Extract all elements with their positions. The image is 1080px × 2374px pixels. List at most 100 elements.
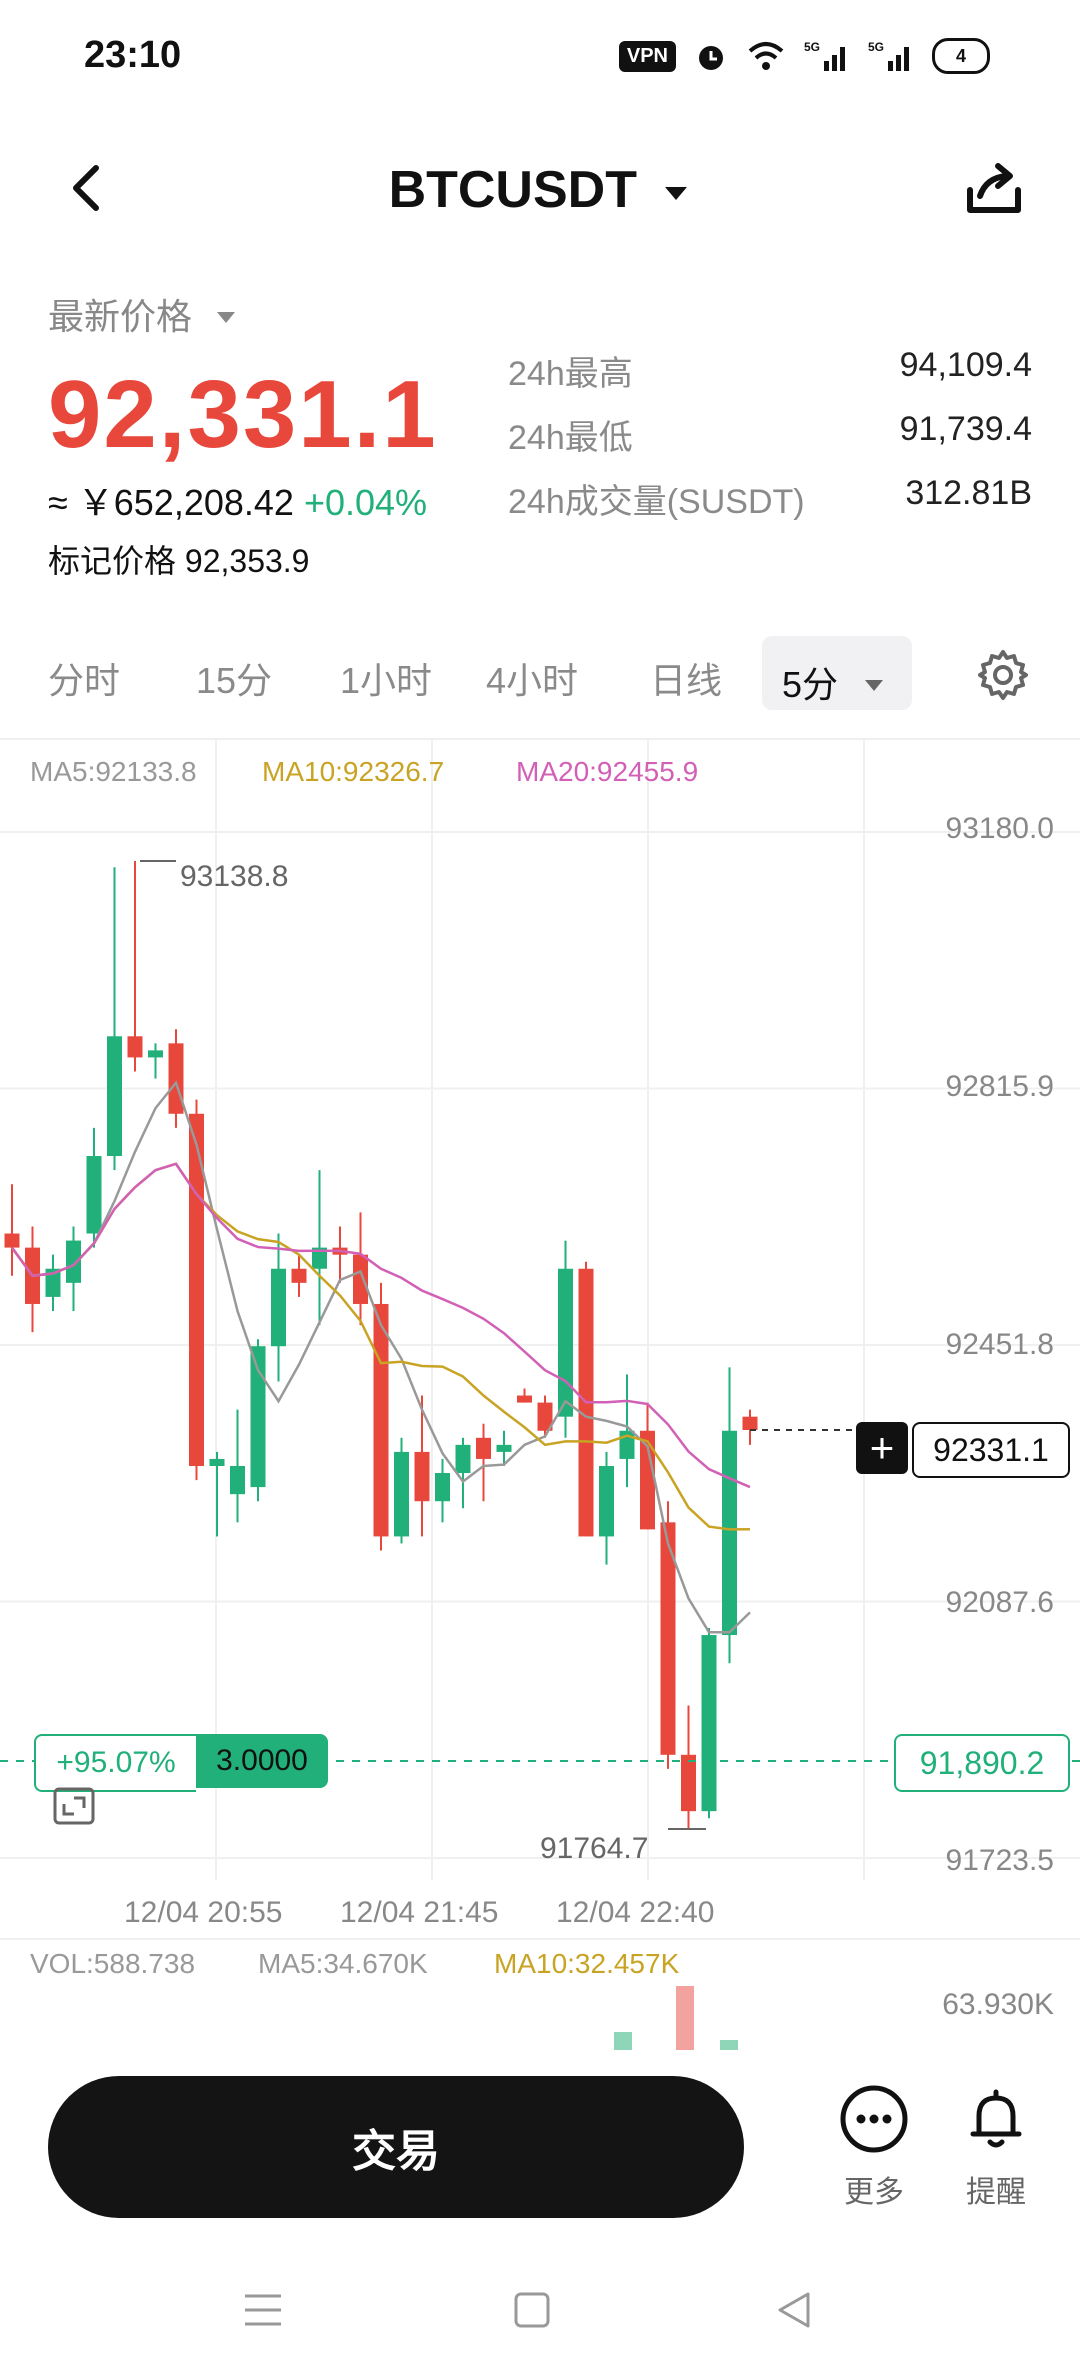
candle-body <box>373 1303 389 1537</box>
volume-indicator: VOL:588.738 <box>30 1948 196 1979</box>
stat-value-high: 94,109.4 <box>899 346 1032 384</box>
tab-5m-label: 5分 <box>782 656 886 708</box>
tab-5m-selected[interactable] <box>762 636 912 710</box>
candle-body <box>414 1451 430 1502</box>
interval-tabs: 分时 15分 1小时 4小时 日线 <box>0 632 1080 722</box>
share-icon[interactable] <box>962 156 1026 220</box>
candle-body <box>189 1113 204 1466</box>
low-marker-label: 91764.7 <box>540 1832 649 1865</box>
candle-body <box>435 1473 450 1502</box>
high-marker-label: 93138.8 <box>180 860 289 893</box>
x-tick-2: 12/04 21:45 <box>340 1896 499 1929</box>
wifi-icon <box>748 42 784 70</box>
candle-body <box>701 1635 717 1812</box>
more-dots-icon <box>840 2085 908 2153</box>
position-quantity[interactable]: 3.0000 <box>196 1734 328 1788</box>
latest-price-selector[interactable]: 最新价格 <box>48 288 238 340</box>
mark-price-value: 92,353.9 <box>184 543 310 579</box>
symbol-selector[interactable]: BTCUSDT <box>0 160 1080 220</box>
candle-body <box>394 1451 409 1537</box>
ma5-indicator: MA5:92133.8 <box>30 756 197 787</box>
candle-body <box>148 1050 163 1058</box>
status-time: 23:10 <box>84 34 182 76</box>
bell-icon <box>970 2089 1022 2148</box>
volume-ma10-indicator: MA10:32.457K <box>494 1948 680 1979</box>
vpn-badge: VPN <box>618 40 676 72</box>
status-icons: VPN 5G 5G 4 <box>618 38 990 74</box>
y-tick-1: 93180.0 <box>945 812 1054 845</box>
back-arrow-icon[interactable] <box>64 160 108 216</box>
candle-body <box>250 1346 266 1488</box>
candle-body <box>168 1043 184 1114</box>
settings-gear-icon[interactable] <box>976 648 1030 702</box>
volume-ma5-indicator: MA5:34.670K <box>258 1948 428 1979</box>
candle-body <box>476 1437 491 1459</box>
menu-nav-icon[interactable] <box>242 2290 284 2330</box>
volume-bar <box>676 1986 694 2050</box>
add-order-plus-button[interactable]: + <box>856 1422 908 1474</box>
mark-price-label: 标记价格 <box>48 543 177 579</box>
cny-price-line: ≈ ￥652,208.42 +0.04% <box>48 474 427 526</box>
svg-text:5G: 5G <box>868 40 884 54</box>
battery-icon: 4 <box>932 38 990 74</box>
candle-body <box>660 1522 676 1755</box>
candle-body <box>722 1430 737 1636</box>
candle-body <box>640 1430 655 1530</box>
latest-price-label: 最新价格 <box>48 296 193 337</box>
ma5-line <box>10 1080 751 1634</box>
candle-body <box>496 1444 512 1452</box>
candle-body <box>66 1240 81 1283</box>
tab-15m[interactable]: 15分 <box>196 660 273 701</box>
candle-body <box>558 1268 573 1417</box>
candle-body <box>537 1402 553 1431</box>
alert-label: 提醒 <box>966 2176 1026 2209</box>
candle-body <box>230 1465 245 1495</box>
system-nav-bar <box>0 2260 1080 2374</box>
trade-button[interactable]: 交易 <box>48 2076 744 2218</box>
tab-time-share[interactable]: 分时 <box>48 660 121 701</box>
divider <box>0 1938 1080 1940</box>
cny-prefix: ≈ ￥ <box>48 482 114 523</box>
candle-body <box>312 1247 327 1269</box>
stat-value-low: 91,739.4 <box>899 410 1032 448</box>
alarm-icon <box>699 46 723 70</box>
more-button[interactable]: 更多 <box>832 2084 916 2211</box>
candle-body <box>291 1268 307 1283</box>
caret-down-icon <box>865 680 884 691</box>
candle-body <box>742 1416 758 1430</box>
y-tick-4: 92087.6 <box>945 1586 1054 1619</box>
volume-bar <box>614 2032 632 2050</box>
fullscreen-expand-icon[interactable] <box>52 1786 96 1826</box>
tab-daily[interactable]: 日线 <box>650 660 723 701</box>
ma20-line <box>10 1162 751 1489</box>
tab-1h[interactable]: 1小时 <box>340 660 433 701</box>
caret-down-icon <box>665 187 688 201</box>
current-price-tag: 92331.1 <box>912 1422 1070 1478</box>
candle-body <box>517 1395 532 1403</box>
stat-label-volume: 24h成交量(SUSDT) <box>508 483 805 521</box>
home-nav-icon[interactable] <box>512 2290 552 2330</box>
x-tick-3: 12/04 22:40 <box>556 1896 715 1929</box>
candlestick-chart[interactable] <box>0 740 1080 1940</box>
signal-5g-icon-2: 5G <box>868 40 909 71</box>
position-pnl-percent[interactable]: +95.07% <box>34 1734 196 1792</box>
tab-4h[interactable]: 4小时 <box>486 660 579 701</box>
last-price: 92,331.1 <box>48 361 438 468</box>
mark-price-line: 标记价格 92,353.9 <box>48 536 309 582</box>
alert-button[interactable]: 提醒 <box>954 2084 1038 2211</box>
back-nav-icon[interactable] <box>774 2290 814 2330</box>
y-tick-5: 91723.5 <box>945 1844 1054 1877</box>
candle-body <box>353 1254 368 1304</box>
volume-bar <box>720 2040 738 2050</box>
x-tick-1: 12/04 20:55 <box>124 1896 283 1929</box>
position-entry-price: 91,890.2 <box>894 1734 1070 1792</box>
change-percent: +0.04% <box>303 482 428 523</box>
divider <box>0 738 1080 740</box>
signal-5g-icon-1: 5G <box>804 40 845 71</box>
stat-label-low: 24h最低 <box>508 419 633 457</box>
ma20-indicator: MA20:92455.9 <box>516 756 699 787</box>
candle-body <box>4 1233 20 1248</box>
volume-axis-max: 63.930K <box>942 1988 1054 2021</box>
candle-body <box>86 1156 102 1234</box>
stat-value-volume: 312.81B <box>905 474 1032 512</box>
